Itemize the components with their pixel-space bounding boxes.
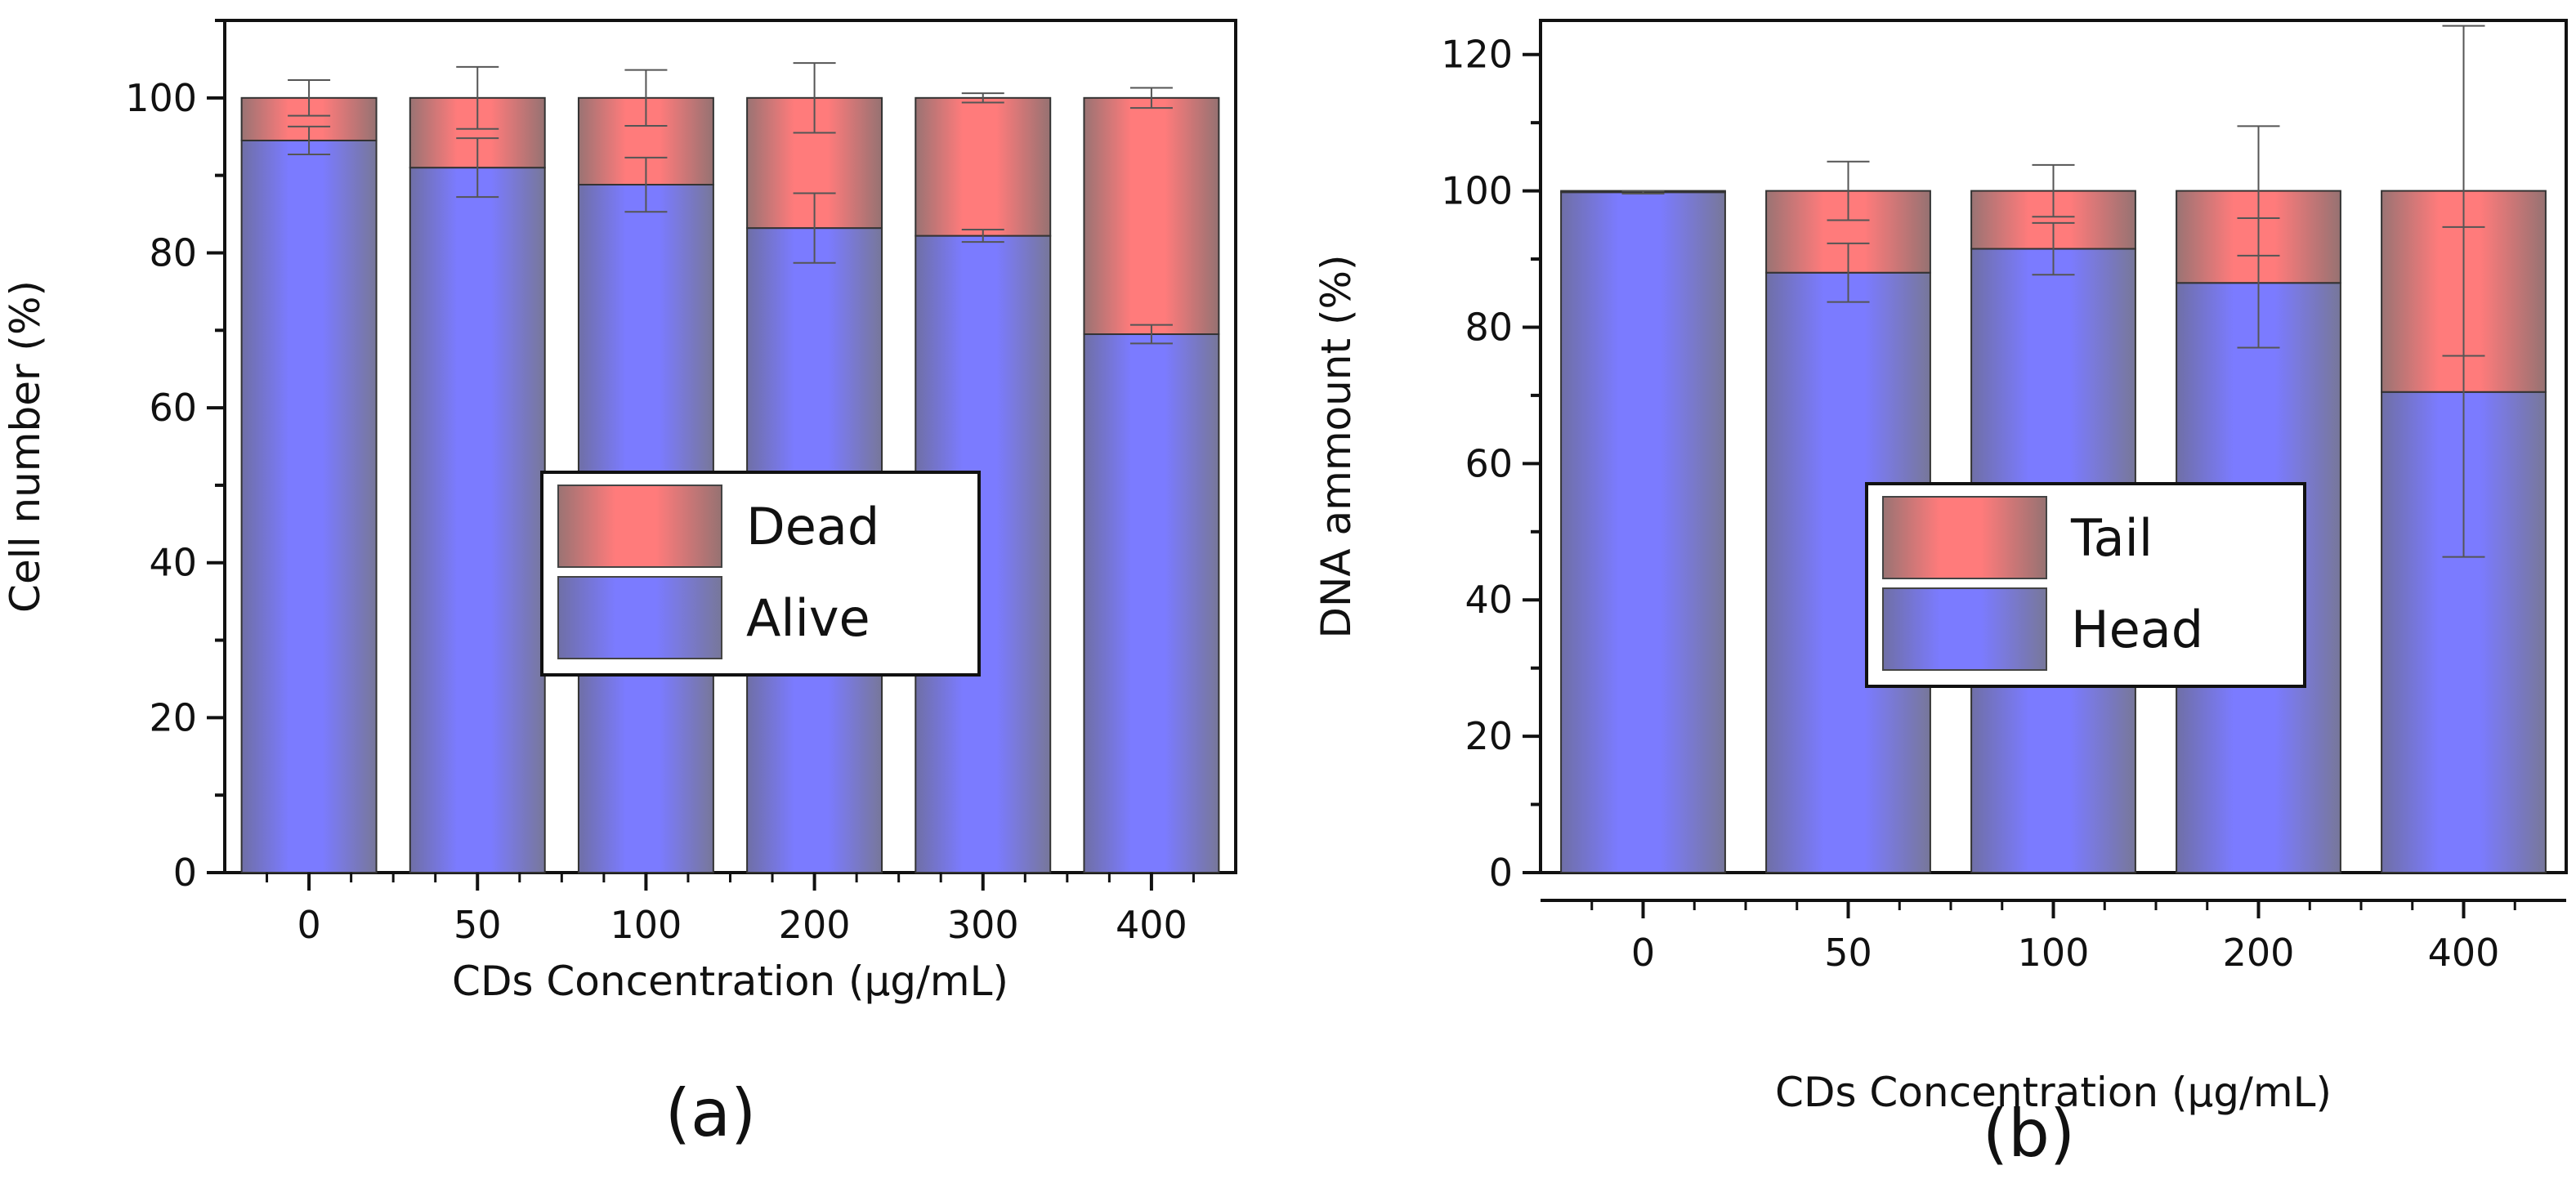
legend-swatch-head	[1882, 587, 2047, 671]
x-tick-label-50: 50	[1824, 931, 1872, 975]
x-tick-label-200: 200	[2223, 931, 2295, 975]
x-tick-label-50: 50	[454, 903, 502, 947]
y-tick-label-60: 60	[1465, 441, 1513, 485]
legend-label-head: Head	[2071, 600, 2203, 659]
error-bar-tail-50	[1827, 160, 1870, 221]
legend-swatch-alive	[557, 576, 722, 659]
panel-label: (a)	[665, 1075, 756, 1151]
error-bar-alive-50	[456, 137, 499, 199]
error-bar-tail-200	[2237, 125, 2280, 257]
bar-dead-300	[915, 96, 1052, 237]
chart-panel-b: 0 20 40 60 80 100 120 0 50 100 200 400 DNA ammount (…	[1313, 19, 2568, 1172]
x-tick-label-400: 400	[1116, 903, 1187, 947]
error-bar-alive-200	[793, 192, 836, 264]
error-bar-head-50	[1827, 242, 1870, 303]
y-tick-label-60: 60	[149, 386, 197, 430]
error-bar-alive-0	[288, 125, 331, 156]
legend-label-dead: Dead	[746, 497, 879, 556]
error-bar-head-0	[1621, 190, 1665, 194]
error-bar-dead-100	[624, 69, 668, 127]
x-tick-label-300: 300	[947, 903, 1019, 947]
bar-alive-0	[240, 139, 378, 873]
bar-alive-50	[409, 167, 546, 873]
y-tick-label-80: 80	[149, 230, 197, 275]
legend: Tail Head	[1865, 482, 2306, 688]
x-axis-title: CDs Concentration (µg/mL)	[452, 958, 1008, 1005]
chart-panel-a: 0 20 40 60 80 100 0 50 100 200 300 400 Cell number (…	[2, 19, 1237, 1151]
bar-dead-400	[1083, 96, 1220, 336]
y-tick-label-40: 40	[149, 541, 197, 585]
y-tick-label-0: 0	[1489, 851, 1513, 895]
x-tick-label-200: 200	[779, 903, 851, 947]
y-axis-title: DNA ammount (%)	[1313, 254, 1360, 638]
error-bar-alive-300	[961, 229, 1004, 243]
legend-label-alive: Alive	[746, 588, 870, 648]
y-tick-label-20: 20	[149, 695, 197, 739]
error-bar-alive-100	[624, 156, 668, 213]
y-tick-label-100: 100	[1441, 169, 1513, 213]
error-bar-dead-0	[288, 79, 331, 117]
error-bar-dead-50	[456, 65, 499, 130]
error-bar-dead-400	[1129, 87, 1173, 109]
x-tick-label-0: 0	[1631, 931, 1655, 975]
x-tick-label-100: 100	[2018, 931, 2090, 975]
error-bar-dead-300	[961, 92, 1004, 104]
y-tick-label-20: 20	[1465, 714, 1513, 758]
y-tick-label-40: 40	[1465, 578, 1513, 622]
x-tick-label-100: 100	[610, 903, 682, 947]
error-bar-tail-100	[2032, 163, 2075, 218]
bar-head-0	[1560, 191, 1726, 873]
y-tick-label-120: 120	[1441, 33, 1513, 77]
error-bar-dead-200	[793, 62, 836, 134]
legend-swatch-dead	[557, 485, 722, 568]
legend: Dead Alive	[540, 471, 981, 677]
error-bar-head-100	[2032, 221, 2075, 276]
y-tick-label-0: 0	[173, 851, 197, 895]
y-tick-label-80: 80	[1465, 305, 1513, 349]
x-tick-label-400: 400	[2428, 931, 2500, 975]
legend-swatch-tail	[1882, 496, 2047, 579]
panel-label: (b)	[1983, 1096, 2075, 1172]
legend-label-tail: Tail	[2070, 508, 2153, 568]
x-tick-label-0: 0	[297, 903, 320, 947]
bar-alive-400	[1083, 333, 1220, 874]
y-axis-title: Cell number (%)	[2, 280, 49, 613]
error-bar-alive-400	[1129, 324, 1173, 345]
y-tick-label-100: 100	[125, 76, 197, 120]
error-bar-tail-400	[2442, 25, 2485, 357]
x-axis-title: CDs Concentration (µg/mL)	[1775, 1069, 2332, 1116]
